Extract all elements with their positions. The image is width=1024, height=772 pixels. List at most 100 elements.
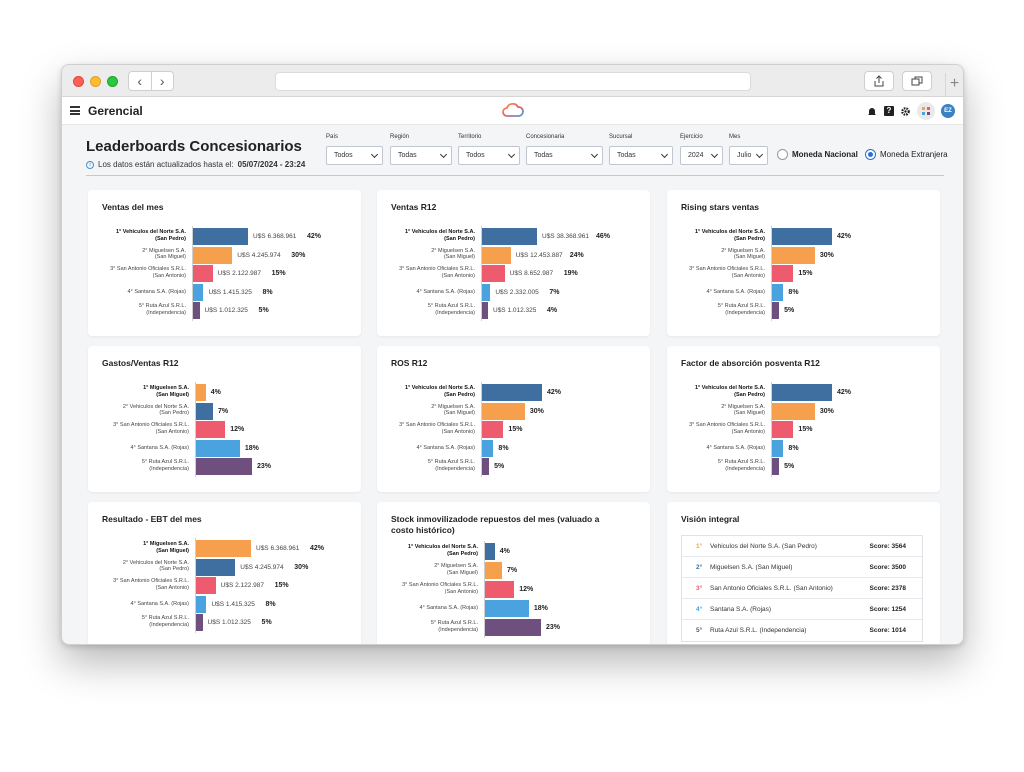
bar-label: 1° Vehiculos del Norte S.A. (San Pedro) (375, 385, 475, 398)
bar-label-line1: 2° Vehiculos del Norte S.A. (122, 403, 189, 410)
updated-prefix: Los datos están actualizados hasta el: (98, 160, 234, 169)
bar-label-line2: (San Antonio) (731, 272, 765, 279)
bar-percent: 8% (788, 444, 799, 452)
bar (196, 540, 251, 557)
bar (196, 458, 252, 475)
currency-foreign-radio[interactable]: Moneda Extranjera (865, 149, 948, 160)
card-title: Gastos/Ventas R12 (102, 358, 179, 368)
bar (482, 283, 491, 301)
filter-value: Todas (534, 152, 553, 159)
bar-label: 3° San Antonio Oficiales S.R.L. (San Anto… (375, 422, 475, 435)
bar-label-line2: (San Miguel) (156, 547, 189, 554)
new-tab-icon[interactable]: + (945, 73, 963, 97)
minimize-window-button[interactable] (90, 76, 101, 87)
filter-select[interactable]: 2024 (680, 146, 723, 165)
bar (193, 283, 204, 301)
bar-label: 2° Miguelsen S.A. (San Miguel) (86, 248, 186, 261)
bar (196, 384, 206, 401)
filter-value: Todas (398, 152, 417, 159)
bar-label: 4° Santana S.A. (Rojas) (86, 289, 186, 296)
leaderboard-card: Factor de absorción posventa R12 1° Vehic… (667, 346, 940, 492)
card-title: Ventas R12 (391, 202, 437, 212)
radio-foreign-icon (865, 149, 876, 160)
bar-label-line2: (San Miguel) (443, 410, 475, 416)
app-header: Gerencial ? EZ (62, 97, 963, 125)
avatar[interactable]: EZ (941, 104, 955, 118)
bar-label-line1: 5° Ruta Azul S.R.L. (717, 303, 765, 309)
bell-icon[interactable] (866, 106, 878, 117)
bar-label-line1: 3° San Antonio Oficiales S.R.L. (689, 266, 765, 272)
forward-icon[interactable]: › (150, 72, 174, 90)
chevron-down-icon (710, 150, 719, 158)
chart-axis (771, 226, 772, 321)
browser-window: ‹ › + Gerencial ? EZ Le (61, 64, 964, 645)
menu-icon[interactable] (70, 106, 80, 115)
bar-percent: 15% (271, 270, 286, 277)
help-icon[interactable]: ? (884, 106, 894, 116)
filter-select[interactable]: Todos (458, 146, 520, 165)
bar (196, 421, 226, 438)
bar (772, 302, 780, 319)
bar-label-line1: 1° Miguelsen S.A. (143, 541, 189, 547)
filter-3: Concesionaria Todas (526, 134, 603, 165)
back-icon[interactable]: ‹ (137, 73, 143, 89)
filter-select[interactable]: Todas (390, 146, 452, 165)
bar (482, 402, 525, 420)
maximize-window-button[interactable] (107, 76, 118, 87)
bar-label-line1: 3° San Antonio Oficiales S.R.L. (402, 582, 478, 588)
bar-label-line2: (Independencia) (149, 621, 189, 628)
card-vision-integral: Visión integral 1° Vehiculos del Norte S.… (667, 502, 940, 644)
gear-icon[interactable] (900, 106, 911, 117)
bar-label: 1° Vehiculos del Norte S.A. (San Pedro) (378, 544, 478, 557)
filter-label: País (326, 134, 339, 140)
bar-label-line1: 4° Santana S.A. (Rojas) (130, 600, 189, 607)
chevron-down-icon (755, 150, 764, 158)
bar-percent: 5% (258, 307, 269, 314)
filter-label: Mes (729, 134, 741, 140)
bar-label: 2° Miguelsen S.A. (San Miguel) (378, 563, 478, 576)
apps-icon[interactable] (917, 102, 935, 120)
bar-percent: 15% (798, 426, 813, 433)
bar-label: 4° Santana S.A. (Rojas) (89, 601, 189, 608)
bar-label: 2° Miguelsen S.A. (San Miguel) (375, 404, 475, 417)
bar (772, 228, 832, 245)
bar-label: 4° Santana S.A. (Rojas) (375, 289, 475, 296)
filter-0: País Todos (326, 134, 383, 165)
bar (482, 228, 537, 245)
card-title: Rising stars ventas (681, 202, 759, 212)
rank: 4° (696, 606, 703, 613)
table-row: 4° Santana S.A. (Rojas) Score: 1254 (682, 599, 922, 620)
currency-national-radio[interactable]: Moneda Nacional (777, 149, 858, 160)
table-row: 1° Vehiculos del Norte S.A. (San Pedro) Sc… (682, 536, 922, 557)
filter-select[interactable]: Todos (326, 146, 383, 165)
bar-label: 5° Ruta Azul S.R.L. (Independencia) (665, 303, 765, 316)
bar-value: U$S 1.415.325 (208, 288, 252, 296)
filter-select[interactable]: Todas (526, 146, 603, 165)
bar-value: U$S 2.122.987 (220, 582, 265, 589)
bar-label: 1° Vehiculos del Norte S.A. (San Pedro) (665, 229, 765, 242)
share-button[interactable] (864, 71, 894, 91)
bar-label-line1: 1° Vehiculos del Norte S.A. (404, 385, 475, 391)
bar-label: 4° Santana S.A. (Rojas) (665, 289, 765, 296)
address-bar[interactable] (275, 72, 751, 91)
header-actions: ? EZ (866, 102, 955, 120)
dealer-name: Vehiculos del Norte S.A. (San Pedro) (710, 543, 817, 550)
leaderboard-card: ROS R12 1° Vehiculos del Norte S.A. (San P… (377, 346, 650, 492)
filter-select[interactable]: Julio (729, 146, 768, 165)
bar-percent: 42% (307, 233, 322, 240)
bar (196, 558, 236, 576)
tabs-overview-button[interactable] (902, 71, 932, 91)
bar-value: U$S 6.368.961 (253, 233, 297, 240)
bar-label-line2: (Independencia) (725, 309, 765, 316)
bar-label: 5° Ruta Azul S.R.L. (Independencia) (375, 459, 475, 472)
bar-label: 4° Santana S.A. (Rojas) (375, 445, 475, 452)
bar (772, 265, 794, 282)
bar-percent: 7% (218, 407, 229, 415)
bar-label-line1: 3° San Antonio Oficiales S.R.L. (689, 422, 765, 428)
bar-percent: 30% (819, 251, 834, 259)
bar-label-line1: 5° Ruta Azul S.R.L. (427, 303, 475, 309)
close-window-button[interactable] (73, 76, 84, 87)
filter-value: Julio (737, 152, 752, 159)
filter-select[interactable]: Todas (609, 146, 673, 165)
bar-label-line2: (Independencia) (146, 309, 186, 316)
